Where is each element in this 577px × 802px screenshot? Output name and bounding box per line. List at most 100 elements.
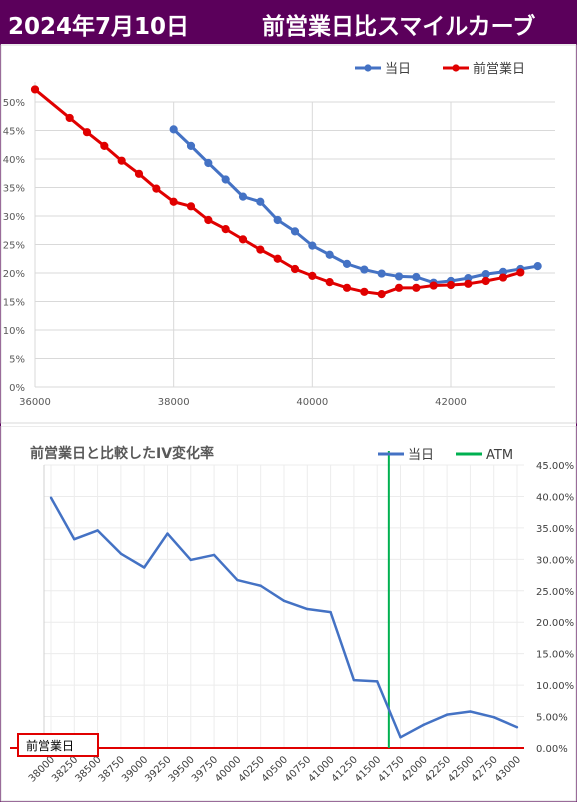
y-tick-label: 25% <box>3 241 25 252</box>
series-line-today <box>172 128 538 285</box>
data-point <box>238 192 248 201</box>
data-point <box>119 552 123 555</box>
data-point <box>221 225 230 234</box>
data-point <box>82 128 92 137</box>
y-tick-label: 0.00% <box>536 744 568 755</box>
data-point <box>377 289 386 299</box>
y-tick-label: 5.00% <box>536 713 568 724</box>
y-tick-label: 40% <box>3 155 25 166</box>
data-point <box>169 197 178 206</box>
data-point <box>212 553 216 557</box>
y-tick-label: 40.00% <box>536 492 574 503</box>
data-point <box>282 599 286 603</box>
data-point <box>377 269 386 278</box>
data-point <box>376 680 379 683</box>
baseline-label-box <box>17 733 99 757</box>
data-point <box>515 726 519 729</box>
chart2-area <box>0 426 577 802</box>
data-point <box>399 736 402 739</box>
x-tick-label: 42000 <box>435 397 467 408</box>
data-point <box>360 287 369 296</box>
data-point <box>166 532 169 535</box>
y-tick-label: 10% <box>3 326 25 337</box>
data-point <box>100 141 109 150</box>
y-tick-label: 20% <box>3 269 25 280</box>
page-title: 前営業日比スマイルカーブ <box>262 14 536 40</box>
data-point <box>481 276 490 286</box>
data-point <box>96 529 99 532</box>
data-point <box>256 245 265 254</box>
data-point <box>429 281 438 290</box>
y-tick-label: 0% <box>9 383 25 394</box>
data-point <box>306 607 309 611</box>
y-tick-label: 30% <box>3 212 25 223</box>
y-tick-label: 35.00% <box>536 524 574 535</box>
data-point <box>342 259 352 268</box>
data-point <box>134 169 144 178</box>
y-tick-label: 25.00% <box>536 587 574 598</box>
data-point <box>308 241 317 250</box>
data-point <box>360 265 369 274</box>
data-point <box>533 262 542 271</box>
data-point <box>186 202 196 211</box>
legend-label: 当日 <box>385 62 411 77</box>
data-point <box>65 113 74 123</box>
x-tick-label: 40000 <box>296 397 328 408</box>
data-point <box>492 715 495 719</box>
data-point <box>469 710 472 713</box>
data-point <box>189 558 192 562</box>
data-point <box>221 175 230 184</box>
smile-curve-chart: 0% 5% 10% 15% 20% 25% 30% 35% 40% 45% 50% 36000 3800… <box>0 44 577 424</box>
y-tick-label: 15% <box>3 298 25 309</box>
data-point <box>49 496 53 499</box>
date-title: 2024年7月10日 <box>8 14 190 40</box>
chart2-title: 前営業日と比較したIV変化率 <box>30 445 214 462</box>
data-point <box>152 184 161 193</box>
data-point <box>238 235 248 244</box>
data-point <box>481 270 490 279</box>
legend-label-today: 当日 <box>408 448 434 463</box>
data-point <box>342 283 352 292</box>
y-tick-label: 50% <box>3 98 25 109</box>
series-line-prev <box>34 88 521 296</box>
data-point <box>117 156 126 165</box>
data-point <box>352 678 356 682</box>
baseline-label: 前営業日 <box>26 738 74 753</box>
legend-label-atm: ATM <box>486 448 513 463</box>
y-tick-label: 10.00% <box>536 681 574 692</box>
data-point <box>204 215 213 225</box>
data-point <box>464 279 473 288</box>
data-point <box>422 723 426 726</box>
legend-marker <box>364 64 372 72</box>
data-point <box>236 578 239 582</box>
data-point <box>325 278 334 287</box>
data-point <box>142 566 146 569</box>
data-point <box>308 271 317 280</box>
data-point <box>498 273 508 282</box>
data-point <box>445 713 449 716</box>
y-tick-label: 15.00% <box>536 650 574 661</box>
data-point <box>186 141 196 150</box>
data-point <box>73 538 76 541</box>
data-point <box>412 283 421 292</box>
x-tick-label: 38000 <box>158 397 190 408</box>
chart1-area <box>0 44 577 424</box>
data-point <box>256 197 265 206</box>
y-tick-label: 35% <box>3 184 25 195</box>
data-point <box>325 250 334 259</box>
x-tick-label: 36000 <box>19 397 51 408</box>
data-point <box>259 584 262 587</box>
data-point <box>273 215 282 225</box>
y-tick-label: 30.00% <box>536 555 574 566</box>
data-point <box>273 254 282 263</box>
data-point <box>516 268 525 277</box>
y-tick-label: 45.00% <box>536 461 574 472</box>
data-point <box>394 283 404 292</box>
data-point <box>394 272 404 281</box>
iv-change-chart: 3800038250385003875039000392503950039750… <box>0 426 577 802</box>
y-tick-label: 45% <box>3 127 25 138</box>
data-point <box>412 272 421 282</box>
data-point <box>290 264 300 274</box>
header-bar: 2024年7月10日 前営業日比スマイルカーブ <box>0 0 577 44</box>
data-point <box>204 158 213 168</box>
